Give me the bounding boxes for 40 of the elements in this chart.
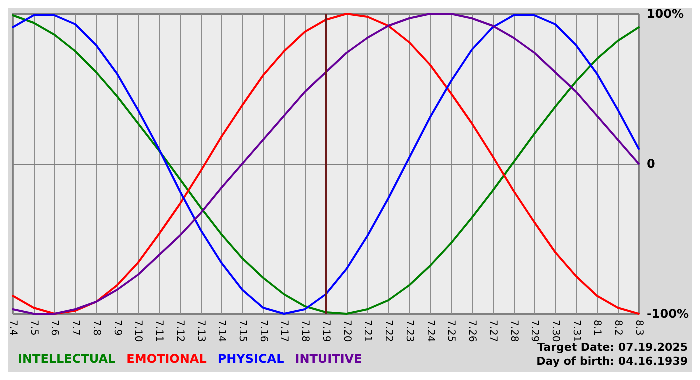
y-tick-label: 0 bbox=[646, 157, 656, 171]
x-tick-label: 7.23 bbox=[404, 320, 415, 342]
x-tick-label: 7.14 bbox=[216, 320, 228, 342]
x-tick-label: 7.13 bbox=[195, 320, 206, 342]
x-tick-label: 7.7 bbox=[70, 320, 82, 336]
text: Target Date: 07.19.2025 bbox=[538, 341, 688, 354]
x-tick-label: 7.18 bbox=[300, 320, 311, 342]
x-tick-label: 7.19 bbox=[320, 320, 332, 342]
x-tick-label: 7.29 bbox=[529, 320, 540, 342]
text: EMOTIONAL bbox=[126, 352, 208, 366]
x-tick-label: 7.10 bbox=[132, 320, 144, 342]
x-tick-label: 7.26 bbox=[466, 320, 478, 342]
x-tick-label: 7.6 bbox=[49, 320, 60, 336]
x-tick-label: 7.4 bbox=[8, 320, 18, 336]
x-tick-label: 7.27 bbox=[487, 320, 498, 342]
x-tick-label: 8.1 bbox=[592, 320, 603, 336]
text: Day of birth: 04.16.1939 bbox=[536, 355, 688, 368]
x-tick-label: 7.9 bbox=[112, 320, 123, 336]
x-tick-label: 7.24 bbox=[424, 320, 436, 342]
text: INTELLECTUAL bbox=[18, 352, 116, 366]
x-tick-label: 7.30 bbox=[550, 320, 561, 342]
y-tick-label: 100% bbox=[646, 7, 684, 21]
x-tick-label: 7.31 bbox=[570, 320, 582, 342]
x-tick-label: 8.2 bbox=[612, 320, 624, 336]
x-tick-label: 7.22 bbox=[383, 320, 394, 342]
x-tick-label: 7.16 bbox=[258, 320, 269, 342]
x-tick-label: 7.21 bbox=[362, 320, 374, 342]
y-tick-label: -100% bbox=[646, 307, 690, 321]
text: PHYSICAL bbox=[218, 352, 285, 366]
x-tick-label: 8.3 bbox=[633, 320, 644, 336]
x-tick-label: 7.12 bbox=[174, 320, 186, 342]
x-tick-label: 7.20 bbox=[341, 320, 352, 342]
text: INTUITIVE bbox=[295, 352, 362, 366]
x-tick-label: 7.5 bbox=[28, 320, 40, 336]
x-tick-label: 7.11 bbox=[154, 320, 165, 342]
x-tick-label: 7.15 bbox=[237, 320, 248, 342]
x-tick-label: 7.25 bbox=[446, 320, 457, 342]
x-tick-label: 7.8 bbox=[90, 320, 102, 336]
x-tick-label: 7.28 bbox=[508, 320, 520, 342]
x-tick-label: 7.17 bbox=[278, 320, 290, 342]
